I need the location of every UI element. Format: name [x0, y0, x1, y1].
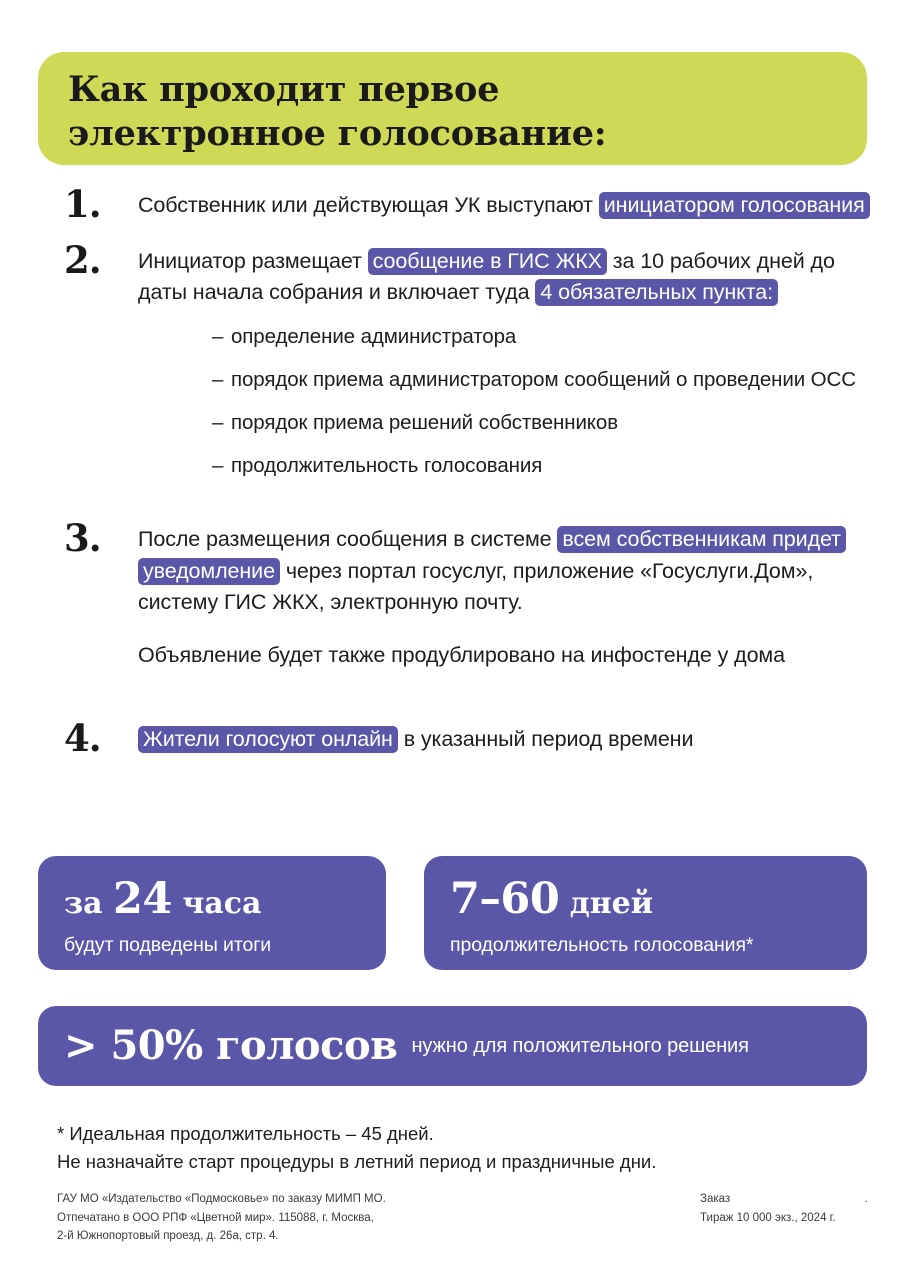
step-item-2: 2. Инициатор размещает сообщение в ГИС Ж…	[38, 241, 870, 481]
bullet-dash-icon: –	[212, 324, 224, 348]
imprint-line: Отпечатано в ООО РПФ «Цветной мир». 1150…	[57, 1211, 374, 1224]
step-text-plain: через портал госуслуг, приложение «Госус…	[138, 558, 814, 615]
step-paragraph: Собственник или действующая УК выступают…	[138, 190, 870, 222]
step-paragraph: Инициатор размещает сообщение в ГИС ЖКХ …	[138, 246, 870, 309]
imprint-line: 2-й Южнопортовый проезд, д. 26а, стр. 4.	[57, 1230, 279, 1243]
step-body: После размещения сообщения в системе все…	[138, 524, 870, 671]
list-item-label: порядок приема администратором сообщений…	[231, 367, 856, 391]
threshold-banner: > 50% голосов нужно для положительного р…	[38, 1006, 867, 1086]
imprint-print-run: Тираж 10 000 экз., 2024 г.	[700, 1211, 836, 1224]
step-text-plain: за 10 рабочих дней до даты начала собран…	[138, 248, 835, 305]
steps-list: 1. Собственник или действующая УК выступ…	[38, 186, 870, 773]
step-number: 3.	[64, 516, 102, 561]
threshold-description: нужно для положительного решения	[411, 1035, 749, 1057]
list-item: – определение администратора	[212, 322, 870, 351]
page-title-line-1: Как проходит первое	[68, 69, 500, 110]
step-body: Инициатор размещает сообщение в ГИС ЖКХ …	[138, 246, 870, 481]
step-number: 2.	[64, 237, 102, 282]
stat-card-duration-results: за 24 часа будут подведены итоги	[38, 856, 386, 970]
step-text-plain: Инициатор размещает	[138, 248, 368, 273]
imprint-line: ГАУ МО «Издательство «Подмосковье» по за…	[57, 1193, 386, 1205]
stat-card-voting-duration: 7–60 дней продолжительность голосования*	[424, 856, 867, 970]
bullet-dash-icon: –	[212, 411, 224, 434]
stat-value: 7–60	[450, 874, 560, 924]
footnote-line-2: Не назначайте старт процедуры в летний п…	[57, 1151, 657, 1173]
imprint-order-value: .	[864, 1193, 868, 1205]
list-item-label: продолжительность голосования	[231, 454, 543, 478]
imprint-order-label: Заказ	[700, 1193, 731, 1205]
step-text-plain: Собственник или действующая УК выступают	[138, 193, 599, 217]
step-text-highlight: 4 обязательных пункта:	[535, 279, 778, 307]
imprint-publisher: ГАУ МО «Издательство «Подмосковье» по за…	[57, 1190, 386, 1246]
step-text-highlight: сообщение в ГИС ЖКХ	[367, 247, 607, 275]
stat-card-subtitle: продолжительность голосования*	[450, 934, 754, 956]
footnote-line-1: * Идеальная продолжительность – 45 дней.	[57, 1123, 434, 1144]
step-sub-list: – определение администратора – порядок п…	[138, 322, 870, 480]
list-item-label: определение администратора	[231, 324, 517, 348]
list-item: – порядок приема администратором сообщен…	[212, 365, 870, 394]
stat-card-subtitle: будут подведены итоги	[64, 934, 272, 956]
step-paragraph: Жители голосуют онлайн в указанный перио…	[138, 724, 870, 756]
stat-value: 24	[113, 874, 172, 924]
step-item-1: 1. Собственник или действующая УК выступ…	[38, 186, 870, 223]
stat-prefix: за	[64, 886, 114, 921]
stat-suffix: часа	[171, 886, 262, 921]
list-item: – продолжительность голосования	[212, 451, 870, 480]
imprint-print-details: Заказ . Тираж 10 000 экз., 2024 г.	[700, 1190, 870, 1227]
imprint-order-line: Заказ .	[700, 1190, 870, 1209]
step-paragraph: После размещения сообщения в системе все…	[138, 524, 870, 619]
step-paragraph-secondary: Объявление будет также продублировано на…	[138, 643, 785, 667]
threshold-value: > 50% голосов	[64, 1022, 398, 1069]
list-item-label: порядок приема решений собственников	[231, 411, 618, 434]
step-text-plain: После размещения сообщения в системе	[138, 527, 558, 552]
bullet-dash-icon: –	[212, 367, 224, 391]
step-body: Собственник или действующая УК выступают…	[138, 190, 870, 222]
step-item-4: 4. Жители голосуют онлайн в указанный пе…	[38, 719, 870, 756]
page-title-line-2: электронное голосование:	[68, 113, 607, 155]
stat-suffix: дней	[559, 886, 654, 921]
stat-cards-row: за 24 часа будут подведены итоги 7–60 дн…	[38, 856, 867, 970]
page-title: Как проходит первое электронное голосова…	[68, 68, 837, 157]
step-body: Жители голосуют онлайн в указанный перио…	[138, 724, 870, 756]
step-number: 1.	[64, 182, 102, 226]
bullet-dash-icon: –	[212, 454, 224, 478]
list-item: – порядок приема решений собственников	[212, 408, 870, 437]
header-banner: Как проходит первое электронное голосова…	[38, 52, 867, 165]
step-item-3: 3. После размещения сообщения в системе …	[38, 520, 870, 671]
step-text-highlight: инициатором голосования	[598, 192, 870, 219]
step-number: 4.	[64, 715, 102, 760]
stat-card-headline: 7–60 дней	[450, 878, 841, 921]
step-text-plain: в указанный период времени	[397, 726, 694, 751]
stat-card-headline: за 24 часа	[64, 878, 360, 921]
step-text-highlight: Жители голосуют онлайн	[138, 725, 398, 753]
footnote-block: * Идеальная продолжительность – 45 дней.…	[57, 1120, 656, 1176]
